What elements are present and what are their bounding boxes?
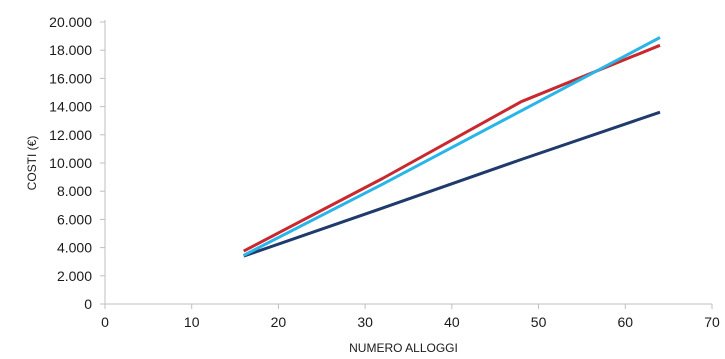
- y-tick-label: 10.000: [49, 155, 92, 171]
- y-tick-label: 14.000: [49, 99, 92, 115]
- x-tick-label: 20: [271, 314, 287, 330]
- series-line-3: [243, 36, 661, 257]
- y-tick-label: 6.000: [57, 211, 92, 227]
- y-tick-label: 12.000: [49, 127, 92, 143]
- x-tick-label: 0: [101, 314, 109, 330]
- axis-labels: 0 2.000 4.000 6.000 8.000 10.000 12.000 14.000 1…: [25, 14, 720, 355]
- x-tick-label: 40: [444, 314, 460, 330]
- x-tick-label: 60: [617, 314, 633, 330]
- x-tick-label: 10: [184, 314, 200, 330]
- y-tick-label: 4.000: [57, 240, 92, 256]
- x-tick-label: 70: [704, 314, 720, 330]
- y-tick-label: 0: [84, 296, 92, 312]
- y-tick-label: 20.000: [49, 14, 92, 30]
- y-axis-title: COSTI (€): [25, 136, 39, 191]
- x-tick-label: 30: [357, 314, 373, 330]
- series-lines: [243, 36, 661, 258]
- y-tick-label: 16.000: [49, 70, 92, 86]
- y-tick-label: 2.000: [57, 268, 92, 284]
- x-tick-label: 50: [531, 314, 547, 330]
- axes: [100, 20, 713, 309]
- x-axis-title: NUMERO ALLOGGI: [349, 341, 458, 355]
- series-line-1: [243, 110, 661, 258]
- y-tick-label: 18.000: [49, 42, 92, 58]
- y-tick-label: 8.000: [57, 183, 92, 199]
